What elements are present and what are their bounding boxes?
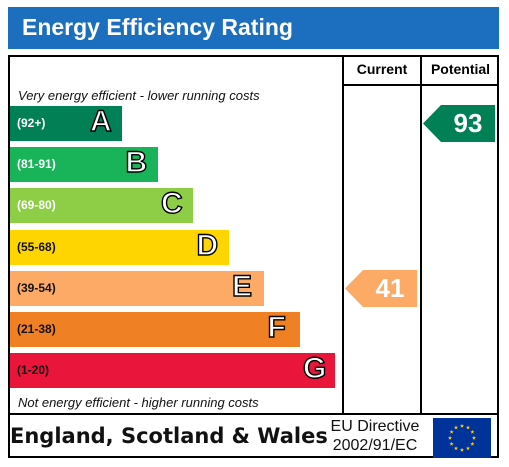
flag-star — [465, 425, 471, 430]
header-underline — [344, 84, 499, 86]
flag-star — [465, 446, 471, 451]
flag-star — [470, 441, 475, 446]
divider-potential — [420, 57, 422, 415]
current-rating-value: 41 — [375, 272, 405, 303]
flag-star — [471, 435, 477, 440]
band-letter: E — [231, 269, 253, 303]
flag-star — [453, 425, 459, 430]
rating-band-d: (55-68) D — [10, 228, 229, 265]
flag-star — [449, 429, 454, 434]
band-letter: B — [125, 145, 148, 180]
band-range-label: (69-80) — [17, 198, 56, 213]
eu-directive: EU Directive 2002/91/EC — [322, 417, 428, 455]
rating-band-g: (1-20) G — [10, 351, 335, 389]
rating-panel: Current Potential Very energy efficient … — [8, 55, 499, 458]
band-letter: G — [302, 351, 327, 386]
current-column-header: Current — [356, 61, 408, 77]
rating-band-a: (92+) A — [10, 104, 122, 141]
flag-star — [470, 429, 475, 434]
rating-band-e: (39-54) E — [10, 269, 264, 306]
band-range-label: (39-54) — [17, 280, 56, 295]
flag-star — [459, 447, 465, 452]
flag-star — [449, 441, 454, 446]
flag-star — [453, 446, 459, 451]
band-letter: F — [267, 310, 287, 344]
rating-band-f: (21-38) F — [10, 310, 300, 347]
eu-directive-line1: EU Directive — [330, 418, 420, 435]
region-label: England, Scotland & Wales — [10, 424, 328, 448]
band-letter: D — [196, 228, 219, 262]
band-range-label: (55-68) — [17, 239, 56, 254]
band-letter: C — [160, 187, 183, 221]
divider-current — [342, 57, 344, 415]
title-bar: Energy Efficiency Rating — [8, 7, 499, 49]
potential-arrow-shape — [423, 105, 495, 142]
potential-rating-value: 93 — [453, 108, 483, 138]
rating-band-c: (69-80) C — [10, 187, 193, 224]
band-range-label: (81-91) — [17, 157, 56, 172]
note-efficient: Very energy efficient - lower running co… — [18, 88, 260, 103]
footer-divider — [10, 413, 497, 415]
band-range-label: (1-20) — [17, 363, 50, 378]
current-arrow-shape — [345, 269, 417, 307]
band-letter: A — [89, 104, 112, 138]
potential-column-header: Potential — [430, 61, 491, 77]
flag-star — [447, 435, 453, 440]
note-inefficient: Not energy efficient - higher running co… — [18, 395, 259, 410]
flag-star — [459, 423, 465, 428]
band-range-label: (92+) — [17, 116, 46, 130]
rating-band-b: (81-91) B — [10, 145, 158, 183]
page-title: Energy Efficiency Rating — [22, 14, 293, 40]
eu-directive-line2: 2002/91/EC — [332, 437, 418, 454]
band-range-label: (21-38) — [17, 322, 56, 336]
eu-flag-icon — [433, 418, 491, 458]
